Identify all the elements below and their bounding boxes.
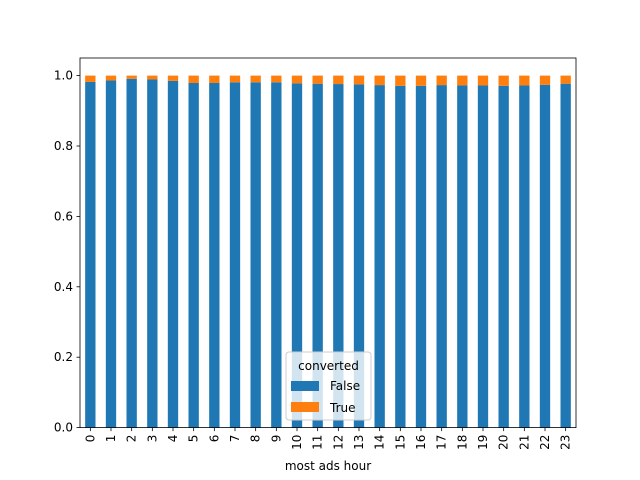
y-tick-label: 1.0 (54, 69, 73, 83)
bar-false-3 (147, 79, 158, 428)
bar-true-17 (436, 75, 447, 86)
bar-false-11 (312, 83, 323, 428)
legend: converted False True (285, 351, 372, 421)
bar-false-6 (209, 82, 220, 428)
bar-false-5 (188, 82, 199, 428)
y-tick-label: 0.4 (54, 280, 73, 294)
y-tick-label: 0.2 (54, 350, 73, 364)
bar-false-4 (167, 80, 179, 428)
bar-true-16 (415, 75, 427, 86)
bar-true-21 (519, 75, 530, 86)
x-tick-label: 20 (497, 435, 511, 450)
x-axis-label: most ads hour (285, 459, 371, 473)
bar-true-13 (353, 75, 365, 85)
bar-true-18 (457, 75, 468, 86)
bar-false-17 (436, 85, 447, 428)
x-tick-label: 23 (559, 435, 573, 450)
x-axis: 0 1 2 3 4 5 6 7 8 9 10 11 12 13 14 15 16 17 18 19 20 21 22 23 (83, 427, 573, 450)
x-tick-label: 19 (476, 435, 490, 450)
x-tick-label: 10 (290, 435, 304, 450)
x-tick-label: 14 (373, 435, 387, 450)
bar-true-10 (291, 75, 303, 84)
x-tick-label: 21 (517, 435, 531, 450)
x-tick-label: 12 (331, 435, 345, 450)
bar-false-9 (271, 82, 282, 428)
bar-false-15 (395, 85, 406, 428)
x-tick-label: 17 (435, 435, 449, 450)
bar-true-7 (229, 75, 241, 83)
x-tick-label: 9 (269, 435, 283, 443)
bar-true-5 (188, 75, 199, 83)
y-tick-label: 0.0 (54, 421, 73, 435)
x-tick-label: 4 (166, 435, 180, 443)
bar-true-4 (167, 75, 179, 81)
bar-false-19 (477, 85, 489, 428)
bar-true-8 (250, 75, 261, 83)
bar-false-21 (519, 85, 530, 428)
bar-true-12 (333, 75, 344, 85)
legend-swatch-true (291, 402, 319, 412)
bar-true-11 (312, 75, 323, 84)
legend-swatch-false (291, 381, 319, 391)
bar-true-15 (395, 75, 406, 86)
x-tick-label: 0 (83, 435, 97, 443)
bar-true-22 (539, 75, 551, 85)
x-tick-label: 8 (249, 435, 263, 443)
bar-false-20 (498, 85, 509, 428)
bar-false-22 (539, 84, 551, 428)
bar-true-6 (209, 75, 220, 83)
bar-false-12 (333, 84, 344, 428)
x-tick-label: 16 (414, 435, 428, 450)
bar-false-2 (126, 78, 137, 428)
x-tick-label: 1 (104, 435, 118, 443)
bar-false-18 (457, 85, 468, 428)
x-tick-label: 5 (187, 435, 201, 443)
legend-label-false: False (330, 379, 360, 393)
x-tick-label: 6 (207, 435, 221, 443)
x-tick-label: 2 (125, 435, 139, 443)
bar-false-13 (353, 84, 365, 428)
bar-true-0 (85, 75, 96, 82)
x-tick-label: 11 (311, 435, 325, 450)
bar-false-0 (85, 81, 96, 428)
bar-false-16 (415, 85, 427, 428)
x-tick-label: 22 (538, 435, 552, 450)
x-tick-label: 7 (228, 435, 242, 443)
bar-false-14 (374, 85, 385, 428)
bar-false-10 (291, 83, 303, 428)
plot-frame (79, 57, 577, 429)
bar-true-19 (477, 75, 489, 86)
bar-true-2 (126, 75, 137, 79)
bar-true-23 (560, 75, 571, 84)
bar-false-7 (229, 82, 241, 428)
bar-false-8 (250, 82, 261, 428)
bars-group (85, 75, 571, 428)
bar-false-1 (105, 80, 117, 428)
x-tick-label: 18 (455, 435, 469, 450)
bar-true-1 (105, 75, 117, 81)
x-tick-label: 13 (352, 435, 366, 450)
legend-title: converted (298, 359, 359, 373)
bar-true-14 (374, 75, 385, 86)
x-tick-label: 15 (393, 435, 407, 450)
bar-true-20 (498, 75, 509, 86)
y-tick-label: 0.6 (54, 209, 73, 223)
y-axis: 0.0 0.2 0.4 0.6 0.8 1.0 (54, 69, 80, 435)
y-tick-label: 0.8 (54, 139, 73, 153)
bar-true-9 (271, 75, 282, 83)
bar-true-3 (147, 75, 158, 80)
x-tick-label: 3 (145, 435, 159, 443)
legend-label-true: True (329, 401, 356, 415)
bar-false-23 (560, 83, 571, 428)
